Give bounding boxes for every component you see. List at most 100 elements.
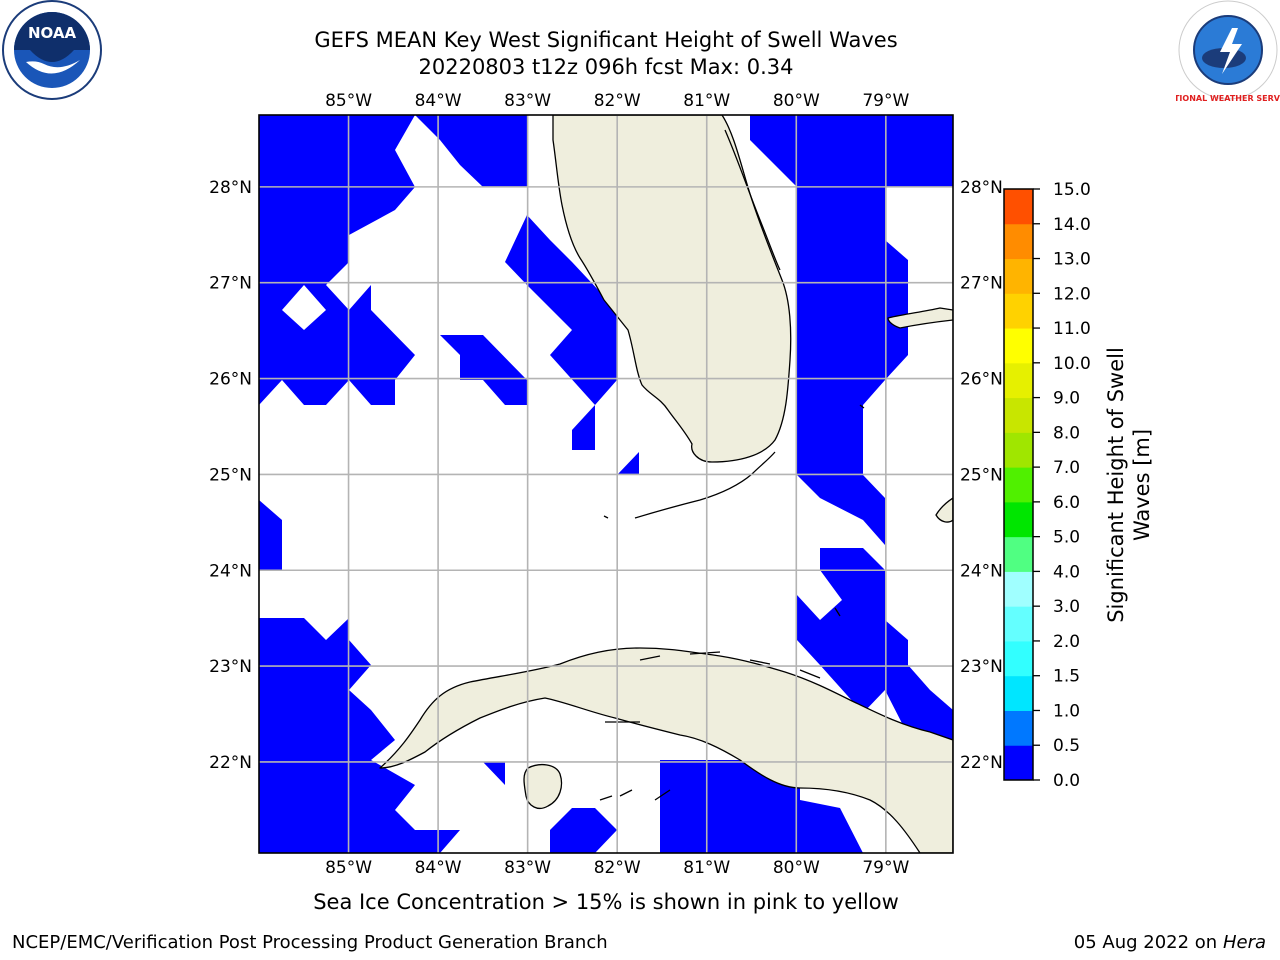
swell-region-7 bbox=[572, 405, 595, 450]
colorbar-swatch bbox=[1004, 571, 1033, 607]
colorbar-tick-label: 8.0 bbox=[1053, 423, 1080, 443]
date-text: 05 Aug 2022 on bbox=[1073, 932, 1218, 953]
colorbar-tick-label: 0.0 bbox=[1053, 771, 1080, 791]
lon-tick-label: 79°W bbox=[862, 91, 909, 111]
colorbar-swatch bbox=[1004, 501, 1033, 538]
colorbar-swatch bbox=[1004, 675, 1033, 711]
colorbar-swatch bbox=[1004, 640, 1033, 677]
noaa-logo-icon: NOAA bbox=[2, 0, 102, 100]
swell-region-8 bbox=[617, 452, 639, 475]
cuba-south-cays bbox=[599, 721, 671, 801]
colorbar-tick-label: 1.5 bbox=[1053, 667, 1080, 687]
colorbar-tick-label: 13.0 bbox=[1053, 250, 1091, 270]
colorbar-tick-label: 9.0 bbox=[1053, 389, 1080, 409]
lon-labels-top: 85°W 84°W 83°W 82°W 81°W 80°W 79°W bbox=[325, 91, 909, 111]
lon-tick-label: 83°W bbox=[504, 858, 551, 878]
lat-labels-left: 28°N 27°N 26°N 25°N 24°N 23°N 22°N bbox=[209, 178, 252, 773]
credit-line: NCEP/EMC/Verification Post Processing Pr… bbox=[12, 932, 608, 953]
colorbar-swatch bbox=[1004, 362, 1033, 399]
swell-region-11 bbox=[259, 618, 460, 853]
colorbar-swatch bbox=[1004, 397, 1033, 433]
cuba bbox=[379, 647, 953, 853]
lon-tick-label: 85°W bbox=[325, 91, 372, 111]
chart-title: GEFS MEAN Key West Significant Height of… bbox=[314, 28, 898, 52]
sea-ice-note: Sea Ice Concentration > 15% is shown in … bbox=[313, 890, 899, 914]
colorbar-label-line2: Waves [m] bbox=[1130, 429, 1154, 541]
florida-east-coast bbox=[724, 129, 781, 271]
colorbar-tick-label: 12.0 bbox=[1053, 284, 1091, 304]
colorbar-swatch bbox=[1004, 293, 1033, 329]
lon-tick-label: 80°W bbox=[773, 858, 820, 878]
colorbar-swatch bbox=[1004, 258, 1033, 294]
swell-region-10 bbox=[797, 548, 953, 740]
swell-region-12 bbox=[483, 762, 505, 785]
colorbar-tick-label: 14.0 bbox=[1053, 215, 1091, 235]
cuba-north-cays bbox=[639, 651, 821, 679]
colorbar-swatch bbox=[1004, 710, 1033, 746]
colorbar-swatch bbox=[1004, 606, 1033, 642]
swell-region-14 bbox=[660, 760, 863, 853]
lon-tick-label: 82°W bbox=[594, 91, 641, 111]
land-masses bbox=[379, 115, 953, 853]
swell-region-1 bbox=[415, 115, 527, 187]
lat-labels-right: 28°N 27°N 26°N 25°N 24°N 23°N 22°N bbox=[960, 178, 1003, 773]
lon-tick-label: 79°W bbox=[862, 858, 909, 878]
nws-logo-icon: NATIONAL WEATHER SERVICE bbox=[1176, 0, 1280, 103]
swell-region-9 bbox=[259, 500, 282, 570]
lon-tick-label: 80°W bbox=[773, 91, 820, 111]
colorbar-tick-label: 5.0 bbox=[1053, 528, 1080, 548]
noaa-logo-text: NOAA bbox=[28, 24, 77, 42]
map-frame bbox=[258, 114, 954, 854]
nws-logo-text: NATIONAL WEATHER SERVICE bbox=[1176, 94, 1280, 103]
colorbar-tick-label: 3.0 bbox=[1053, 597, 1080, 617]
colorbar-swatch bbox=[1004, 328, 1033, 364]
lat-tick-label: 22°N bbox=[960, 753, 1003, 773]
colorbar-tick-label: 10.0 bbox=[1053, 354, 1091, 374]
colorbar-swatch bbox=[1004, 745, 1033, 781]
lon-labels-bottom: 85°W 84°W 83°W 82°W 81°W 80°W 79°W bbox=[325, 858, 909, 878]
lat-tick-label: 27°N bbox=[960, 274, 1003, 294]
lat-tick-label: 27°N bbox=[209, 274, 252, 294]
colorbar-tick-label: 15.0 bbox=[1053, 180, 1091, 200]
lon-tick-label: 85°W bbox=[325, 858, 372, 878]
lat-tick-label: 26°N bbox=[209, 370, 252, 390]
colorbar-tick-label: 4.0 bbox=[1053, 562, 1080, 582]
lat-tick-label: 24°N bbox=[960, 561, 1003, 581]
chart-subtitle: 20220803 t12z 096h fcst Max: 0.34 bbox=[418, 55, 794, 79]
graticule bbox=[259, 115, 953, 853]
colorbar-frame bbox=[1003, 188, 1034, 781]
swell-region-6 bbox=[440, 335, 527, 405]
colorbar-tick-label: 2.0 bbox=[1053, 632, 1080, 652]
lat-tick-label: 26°N bbox=[960, 370, 1003, 390]
bahamas-cays bbox=[834, 404, 865, 617]
swell-region-3 bbox=[797, 187, 908, 545]
lon-tick-label: 84°W bbox=[415, 91, 462, 111]
bahamas-grand bbox=[887, 307, 953, 329]
colorbar-swatch bbox=[1004, 536, 1033, 572]
lon-tick-label: 83°W bbox=[504, 91, 551, 111]
colorbar-tick-label: 11.0 bbox=[1053, 319, 1091, 339]
colorbar-tick-label: 1.0 bbox=[1053, 701, 1080, 721]
colorbar-label-line1: Significant Height of Swell bbox=[1104, 347, 1128, 623]
colorbar-tick-label: 7.0 bbox=[1053, 458, 1080, 478]
lat-tick-label: 28°N bbox=[960, 178, 1003, 198]
lon-tick-label: 81°W bbox=[683, 858, 730, 878]
swell-region-13 bbox=[550, 808, 617, 853]
swell-gap bbox=[282, 285, 326, 330]
colorbar-swatch bbox=[1004, 223, 1033, 260]
florida-keys bbox=[634, 451, 776, 519]
host-name: Hera bbox=[1222, 932, 1266, 953]
lat-tick-label: 24°N bbox=[209, 561, 252, 581]
colorbar-swatch bbox=[1004, 189, 1033, 225]
lon-tick-label: 82°W bbox=[594, 858, 641, 878]
isle-of-youth bbox=[523, 763, 563, 810]
lat-tick-label: 25°N bbox=[960, 465, 1003, 485]
lat-tick-label: 23°N bbox=[209, 657, 252, 677]
keys-west bbox=[603, 515, 609, 519]
colorbar-swatch bbox=[1004, 467, 1033, 503]
lat-tick-label: 28°N bbox=[209, 178, 252, 198]
lat-tick-label: 25°N bbox=[209, 465, 252, 485]
florida-peninsula bbox=[552, 115, 792, 463]
colorbar-tick-label: 0.5 bbox=[1053, 736, 1080, 756]
